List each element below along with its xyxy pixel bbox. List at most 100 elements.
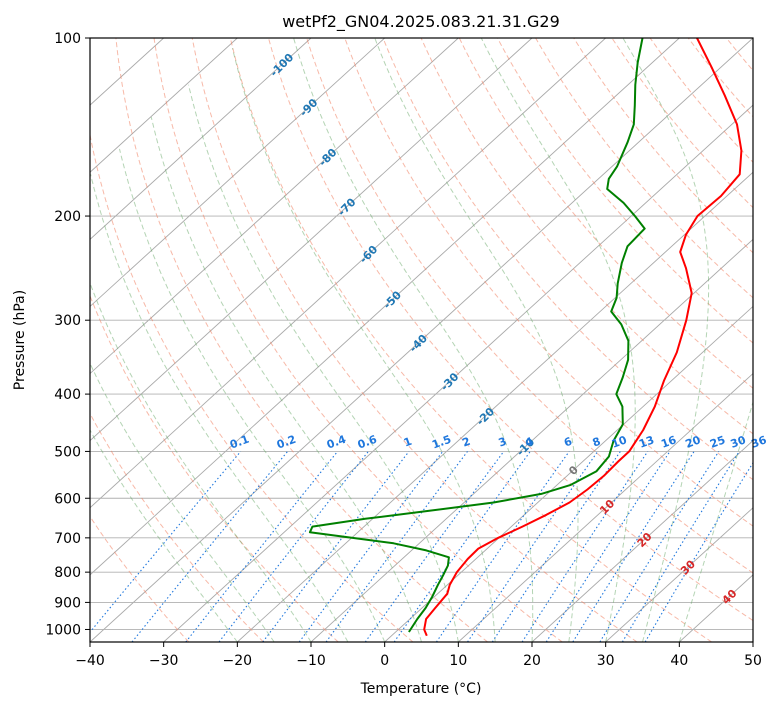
mixing-ratio-line bbox=[298, 451, 444, 642]
isotherm-line bbox=[90, 38, 238, 173]
y-tick-label: 100 bbox=[54, 31, 81, 47]
mixing-ratio-line bbox=[364, 451, 505, 642]
x-tick-label: −20 bbox=[223, 653, 253, 669]
mixing-ratio-label: 2 bbox=[461, 435, 473, 450]
mixing-ratio-line bbox=[90, 451, 242, 633]
mixing-ratio-label: 0.2 bbox=[275, 433, 298, 452]
x-axis-label: Temperature (°C) bbox=[360, 681, 482, 697]
mixing-ratio-label: 1 bbox=[402, 435, 414, 450]
isotherm-line bbox=[90, 38, 606, 509]
y-tick-label: 300 bbox=[54, 313, 81, 329]
isotherm-line bbox=[90, 38, 385, 308]
mixing-ratio-label: 6 bbox=[562, 435, 574, 450]
mixing-ratio-label: 0.6 bbox=[356, 433, 379, 452]
chart-title: wetPf2_GN04.2025.083.21.31.G29 bbox=[282, 12, 560, 32]
mixing-ratio-line bbox=[467, 451, 599, 642]
y-tick-label: 500 bbox=[54, 444, 81, 460]
tick-layer: −40 −30 −20 −10 0 10 20 30 40 5010020030040050060… bbox=[45, 31, 762, 669]
mixing-ratio-label: 30 bbox=[729, 433, 748, 451]
moist-adiabat-line bbox=[622, 38, 710, 642]
moist-adiabat-line bbox=[293, 38, 534, 642]
data-layer bbox=[308, 38, 743, 637]
mixing-ratio-label: 0.1 bbox=[228, 433, 251, 452]
mixing-ratio-line bbox=[572, 451, 695, 642]
mixing-ratio-line bbox=[545, 451, 671, 642]
isotherm-line bbox=[90, 38, 459, 375]
y-tick-label: 900 bbox=[54, 595, 81, 611]
isotherm-line bbox=[90, 38, 533, 442]
mixing-ratio-line bbox=[435, 451, 570, 642]
mixing-ratio-line bbox=[521, 451, 649, 642]
moist-adiabat-line bbox=[188, 84, 459, 642]
mixing-ratio-line bbox=[262, 451, 410, 642]
isotherm-line bbox=[531, 440, 753, 642]
isotherm-line bbox=[237, 171, 753, 642]
mixing-ratio-line bbox=[131, 451, 289, 642]
isotherm-line bbox=[163, 104, 753, 642]
dry-adiabat-line bbox=[420, 38, 753, 435]
mixing-ratio-line bbox=[621, 451, 740, 642]
mixing-ratio-label: 25 bbox=[708, 433, 727, 450]
isotherm-line bbox=[458, 372, 753, 642]
mixing-ratio-line bbox=[185, 451, 339, 642]
dewpoint-trace bbox=[308, 38, 646, 633]
dry-adiabat-line bbox=[115, 38, 488, 642]
dry-adiabat-line bbox=[306, 38, 753, 574]
grid-layer bbox=[90, 38, 753, 642]
moist-adiabat-line bbox=[678, 400, 753, 642]
mixing-ratio-label: 10 bbox=[610, 433, 629, 451]
mixing-ratio-label: 36 bbox=[749, 433, 768, 451]
moist-adiabat-line bbox=[90, 428, 238, 642]
moist-adiabat-line bbox=[90, 174, 349, 642]
moist-adiabat-line bbox=[374, 38, 579, 642]
y-tick-label: 1000 bbox=[45, 622, 81, 638]
dry-adiabat-line bbox=[344, 38, 753, 527]
y-tick-label: 400 bbox=[54, 387, 81, 403]
dry-adiabat-line bbox=[496, 38, 753, 344]
moist-adiabat-line bbox=[90, 281, 312, 642]
x-tick-label: 40 bbox=[670, 653, 688, 669]
x-tick-label: 50 bbox=[744, 653, 762, 669]
y-tick-label: 200 bbox=[54, 209, 81, 225]
x-tick-label: 0 bbox=[380, 653, 389, 669]
x-tick-label: 30 bbox=[597, 653, 615, 669]
plot-frame bbox=[89, 37, 754, 643]
mixing-ratio-label: 0.4 bbox=[325, 433, 348, 452]
y-tick-label: 800 bbox=[54, 565, 81, 581]
x-tick-label: 10 bbox=[449, 653, 467, 669]
dry-adiabat-line bbox=[90, 412, 264, 642]
isotherm-line bbox=[605, 507, 753, 642]
mixing-ratio-line bbox=[491, 451, 621, 642]
temperature-trace bbox=[423, 38, 743, 637]
y-tick-label: 700 bbox=[54, 531, 81, 547]
mixing-ratio-label: 20 bbox=[684, 433, 703, 451]
moist-adiabat-line bbox=[150, 116, 422, 642]
dry-adiabat-line bbox=[229, 38, 712, 642]
mixing-ratio-label: 4 bbox=[523, 435, 535, 450]
mixing-ratio-label: 3 bbox=[497, 435, 509, 450]
x-tick-label: −40 bbox=[75, 653, 105, 669]
x-tick-label: −30 bbox=[149, 653, 179, 669]
dry-adiabat-line bbox=[90, 132, 414, 642]
moist-adiabat-line bbox=[480, 38, 636, 642]
dry-adiabat-line bbox=[535, 38, 753, 299]
mixing-ratio-label: 8 bbox=[591, 435, 603, 450]
y-axis-label: Pressure (hPa) bbox=[12, 290, 28, 390]
x-tick-label: 20 bbox=[523, 653, 541, 669]
isotherm-line bbox=[90, 38, 312, 240]
mixing-ratio-line bbox=[393, 451, 531, 642]
isotherm-line bbox=[384, 305, 753, 642]
mixing-ratio-line bbox=[599, 451, 720, 642]
isotherm-line bbox=[90, 38, 753, 642]
moist-adiabat-line bbox=[119, 148, 386, 642]
y-tick-label: 600 bbox=[54, 491, 81, 507]
dry-adiabat-line bbox=[268, 38, 753, 622]
mixing-ratio-line bbox=[325, 451, 468, 642]
x-tick-label: −10 bbox=[296, 653, 326, 669]
mixing-ratio-label: 16 bbox=[659, 433, 678, 451]
dry-adiabat-line bbox=[153, 38, 563, 642]
moist-adiabat-line bbox=[231, 47, 496, 642]
mixing-ratio-label: 1.5 bbox=[430, 433, 453, 452]
